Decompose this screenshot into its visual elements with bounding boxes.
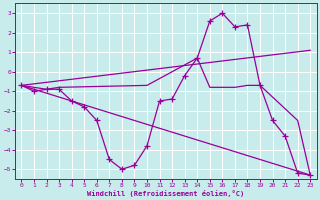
- X-axis label: Windchill (Refroidissement éolien,°C): Windchill (Refroidissement éolien,°C): [87, 190, 244, 197]
